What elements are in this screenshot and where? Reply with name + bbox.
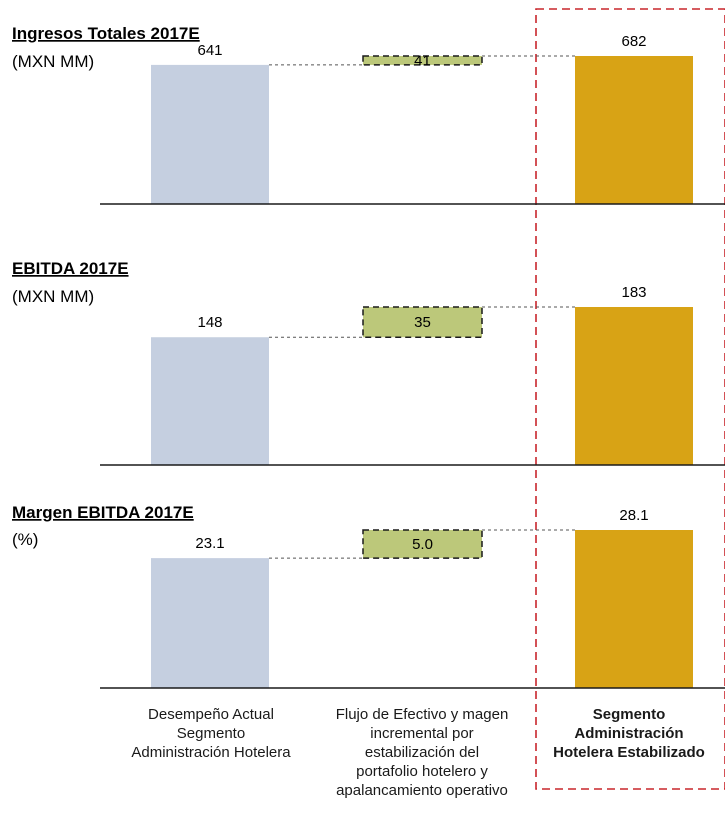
value-label-stabilized: 28.1 (619, 507, 648, 524)
category-label-actual-line: Administración Hotelera (131, 744, 291, 761)
panel-subtitle: (MXN MM) (12, 287, 94, 306)
bar-increment (362, 55, 483, 66)
category-label-increment: Flujo de Efectivo y magen incremental po… (308, 705, 536, 800)
value-label-increment: 41 (414, 52, 431, 69)
bar-actual (151, 64, 269, 204)
bar-stabilized (575, 56, 693, 204)
value-label-actual: 23.1 (195, 535, 224, 552)
value-label-increment: 5.0 (412, 536, 433, 553)
value-label-actual: 641 (197, 42, 222, 59)
panel-title: Margen EBITDA 2017E (12, 503, 194, 522)
panel-subtitle: (MXN MM) (12, 52, 94, 71)
panel-subtitle: (%) (12, 530, 38, 549)
category-label-increment-line: portafolio hotelero y (356, 763, 488, 780)
highlight-frame (535, 8, 725, 790)
bar-actual (151, 558, 269, 688)
category-label-actual: Desempeño Actual Segmento Administración… (112, 705, 310, 762)
value-label-actual: 148 (197, 314, 222, 331)
value-label-stabilized: 183 (621, 284, 646, 301)
category-label-increment-line: incremental por (370, 725, 474, 742)
bar-increment (362, 306, 483, 338)
value-label-stabilized: 682 (621, 33, 646, 50)
category-label-actual-line: Segmento (176, 725, 246, 742)
value-label-increment: 35 (414, 314, 431, 331)
category-label-stabilized-line: Hotelera Estabilizado (553, 744, 705, 761)
bar-increment (362, 529, 483, 559)
category-label-stabilized: Segmento Administración Hotelera Estabil… (536, 705, 722, 762)
bar-actual (151, 337, 269, 465)
category-label-increment-line: apalancamiento operativo (336, 782, 508, 799)
bar-stabilized (575, 530, 693, 688)
panel-title: EBITDA 2017E (12, 259, 129, 278)
category-label-stabilized-line: Administración (574, 725, 684, 742)
bar-stabilized (575, 307, 693, 465)
category-label-increment-line: estabilización del (364, 744, 480, 761)
panel-title: Ingresos Totales 2017E (12, 24, 200, 43)
category-label-actual-line: Desempeño Actual (148, 706, 274, 723)
category-label-stabilized-line: Segmento (592, 706, 666, 723)
category-label-increment-line: Flujo de Efectivo y magen (335, 706, 509, 723)
